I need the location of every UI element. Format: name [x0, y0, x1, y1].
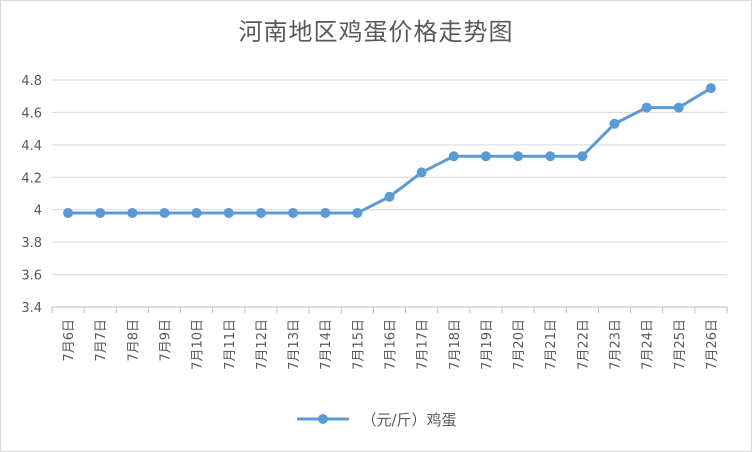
data-point [609, 118, 620, 129]
y-tick-label: 3.6 [21, 269, 42, 284]
x-tick-label: 7月22日 [576, 319, 591, 370]
data-point [223, 207, 234, 218]
data-point [127, 207, 138, 218]
data-point [159, 207, 170, 218]
data-point [416, 167, 427, 178]
x-tick-label: 7月6日 [62, 319, 77, 362]
x-tick-label: 7月10日 [191, 319, 206, 370]
x-tick-label: 7月17日 [416, 319, 431, 370]
data-point [95, 207, 106, 218]
y-tick-label: 3.8 [21, 236, 42, 251]
x-tick-label: 7月20日 [512, 319, 527, 370]
data-point [320, 207, 331, 218]
data-point [448, 151, 459, 162]
x-tick-label: 7月11日 [223, 319, 238, 370]
x-tick-label: 7月9日 [159, 319, 174, 362]
data-point [577, 151, 588, 162]
x-tick-label: 7月8日 [126, 319, 141, 362]
x-tick-label: 7月25日 [673, 319, 688, 370]
data-point [255, 207, 266, 218]
x-tick-label: 7月13日 [287, 319, 302, 370]
x-tick-label: 7月24日 [641, 319, 656, 370]
data-point [513, 151, 524, 162]
data-point [384, 191, 395, 202]
legend-label: （元/斤）鸡蛋 [361, 410, 457, 429]
legend: （元/斤）鸡蛋 [0, 404, 752, 434]
x-tick-label: 7月19日 [480, 319, 495, 370]
series-egg-price [63, 83, 716, 218]
data-point [288, 207, 299, 218]
data-point [673, 102, 684, 113]
data-point [545, 151, 556, 162]
chart-title: 河南地区鸡蛋价格走势图 [238, 18, 514, 46]
y-tick-label: 3.4 [21, 301, 42, 316]
data-point [63, 207, 74, 218]
data-point [480, 151, 491, 162]
y-axis-ticks: 3.4 3.6 3.8 4 4.2 4.4 4.6 4.8 [21, 74, 42, 316]
y-tick-label: 4.2 [21, 171, 42, 186]
x-tick-label: 7月21日 [544, 319, 559, 370]
x-tick-label: 7月14日 [319, 319, 334, 370]
data-point [641, 102, 652, 113]
x-tick-label: 7月12日 [255, 319, 270, 370]
data-point [352, 207, 363, 218]
y-tick-label: 4 [34, 204, 42, 219]
x-tick-label: 7月7日 [94, 319, 109, 362]
x-tick-label: 7月15日 [351, 319, 366, 370]
x-tick-label: 7月26日 [705, 319, 720, 370]
x-tick-label: 7月16日 [384, 319, 399, 370]
x-tick-label: 7月18日 [448, 319, 463, 370]
y-tick-label: 4.4 [21, 139, 42, 154]
x-axis-ticks: 7月6日 7月7日 7月8日 7月9日 7月10日 7月11日 7月12日 7月13日 7月14… [62, 319, 720, 370]
x-axis [51, 306, 728, 313]
data-point [191, 207, 202, 218]
data-point [705, 83, 716, 94]
legend-line-marker [297, 414, 350, 424]
gridlines [52, 79, 727, 276]
x-tick-label: 7月23日 [609, 319, 624, 370]
y-tick-label: 4.8 [21, 74, 42, 89]
y-tick-label: 4.6 [21, 106, 42, 121]
